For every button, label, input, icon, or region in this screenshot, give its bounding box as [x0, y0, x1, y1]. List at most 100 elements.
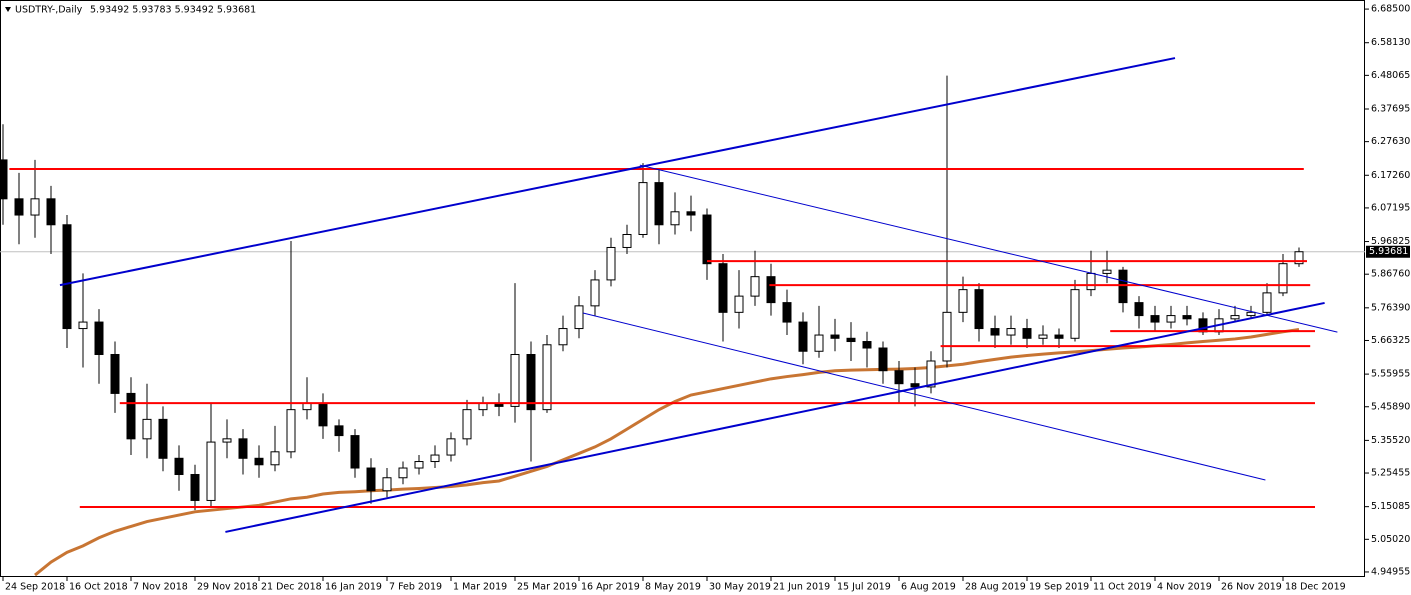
x-tick-label: 16 Jan 2019: [325, 582, 382, 593]
y-tick-label: 4.94955: [1371, 566, 1410, 577]
x-tick-label: 16 Oct 2018: [69, 582, 128, 593]
candle-body: [1246, 311, 1256, 317]
ohlc-text: 5.93492 5.93783 5.93492 5.93681: [90, 5, 256, 16]
price-tag-box: [1366, 245, 1410, 258]
candle-body: [78, 321, 88, 330]
x-tick-label: 11 Oct 2019: [1093, 582, 1152, 593]
x-tick-label: 7 Feb 2019: [389, 582, 442, 593]
y-tick-label: 6.68500: [1371, 4, 1410, 15]
candle-body: [718, 263, 728, 313]
candle-body: [1086, 272, 1096, 291]
candle-body: [894, 370, 904, 385]
x-tick-label: 26 Nov 2019: [1221, 582, 1282, 593]
x-tick-label: 18 Dec 2019: [1285, 582, 1346, 593]
candle-body: [398, 467, 408, 479]
candle-body: [62, 224, 72, 330]
x-tick-label: 19 Sep 2019: [1029, 582, 1089, 593]
candle-body: [926, 360, 936, 388]
candle-body: [14, 198, 24, 216]
candle-body: [46, 198, 56, 226]
trend-line: [225, 301, 1325, 533]
candle-body: [350, 435, 360, 469]
y-tick-label: 5.86760: [1371, 269, 1410, 280]
x-tick-label: 8 May 2019: [645, 582, 701, 593]
plot-frame: [0, 0, 1365, 577]
y-tick-label: 6.07195: [1371, 202, 1410, 213]
candle-body: [1278, 263, 1288, 294]
y-tick-label: 5.35520: [1371, 435, 1410, 446]
candle-body: [286, 409, 296, 453]
candle-body: [830, 334, 840, 339]
candle-body: [958, 289, 968, 313]
candle-body: [558, 328, 568, 346]
candle-body: [574, 305, 584, 330]
candle-body: [174, 457, 184, 476]
candle-body: [622, 233, 632, 248]
candle-body: [1166, 315, 1176, 323]
candle-body: [414, 461, 424, 469]
candle-body: [654, 182, 664, 226]
x-tick-label: 1 Mar 2019: [453, 582, 507, 593]
candle-body: [430, 454, 440, 463]
candle-body: [0, 159, 8, 200]
candle-body: [750, 276, 760, 297]
candle-body: [206, 441, 216, 501]
plot-layer: [0, 57, 1365, 577]
candle-body: [670, 211, 680, 226]
candle-body: [526, 354, 536, 411]
candle-body: [254, 457, 264, 466]
candle-body: [734, 295, 744, 313]
price-tag: 5.93681: [1369, 246, 1408, 257]
candle-body: [542, 344, 552, 411]
candle-body: [1006, 328, 1016, 336]
candle-body: [30, 198, 40, 216]
x-tick-label: 25 Mar 2019: [517, 582, 577, 593]
candle-body: [1150, 315, 1160, 323]
x-tick-label: 15 Jul 2019: [837, 582, 891, 593]
y-tick-label: 5.15085: [1371, 501, 1410, 512]
trend-line: [582, 312, 1266, 481]
candle-body: [222, 438, 232, 443]
candle-body: [798, 321, 808, 352]
candle-body: [1022, 328, 1032, 339]
candle-body: [1262, 292, 1272, 313]
y-tick-label: 5.25455: [1371, 468, 1410, 479]
candle-body: [446, 438, 456, 456]
x-tick-label: 16 Apr 2019: [581, 582, 640, 593]
candle-body: [606, 246, 616, 281]
y-tick-label: 5.55955: [1371, 369, 1410, 380]
candle-body: [846, 337, 856, 343]
x-tick-label: 21 Dec 2018: [261, 582, 322, 593]
trend-line: [59, 57, 1176, 287]
candle-body: [814, 334, 824, 352]
candle-body: [686, 211, 696, 216]
candle-body: [638, 182, 648, 235]
candle-body: [910, 383, 920, 388]
candle-body: [942, 311, 952, 362]
candle-body: [1294, 251, 1304, 265]
y-tick-label: 6.58130: [1371, 37, 1410, 48]
candle-body: [142, 418, 152, 440]
menu-arrow[interactable]: [5, 7, 11, 12]
candle-body: [382, 477, 392, 492]
y-tick-label: 5.96825: [1371, 236, 1410, 247]
trend-line: [639, 164, 1338, 333]
y-tick-label: 5.45890: [1371, 401, 1410, 412]
candle-body: [1054, 334, 1064, 339]
chart-title: USDTRY-,Daily: [15, 5, 83, 16]
candle-body: [334, 425, 344, 437]
x-tick-label: 29 Nov 2018: [197, 582, 258, 593]
x-tick-label: 21 Jun 2019: [773, 582, 830, 593]
candle-body: [974, 289, 984, 330]
candle-body: [1118, 269, 1128, 304]
candle-body: [1182, 315, 1192, 320]
y-tick-label: 5.76390: [1371, 302, 1410, 313]
candle-body: [1038, 334, 1048, 339]
candle-body: [238, 438, 248, 459]
x-tick-label: 28 Aug 2019: [965, 582, 1026, 593]
candle-body: [366, 467, 376, 492]
x-tick-label: 24 Sep 2018: [5, 582, 65, 593]
candle-body: [510, 354, 520, 407]
candle-body: [462, 409, 472, 440]
